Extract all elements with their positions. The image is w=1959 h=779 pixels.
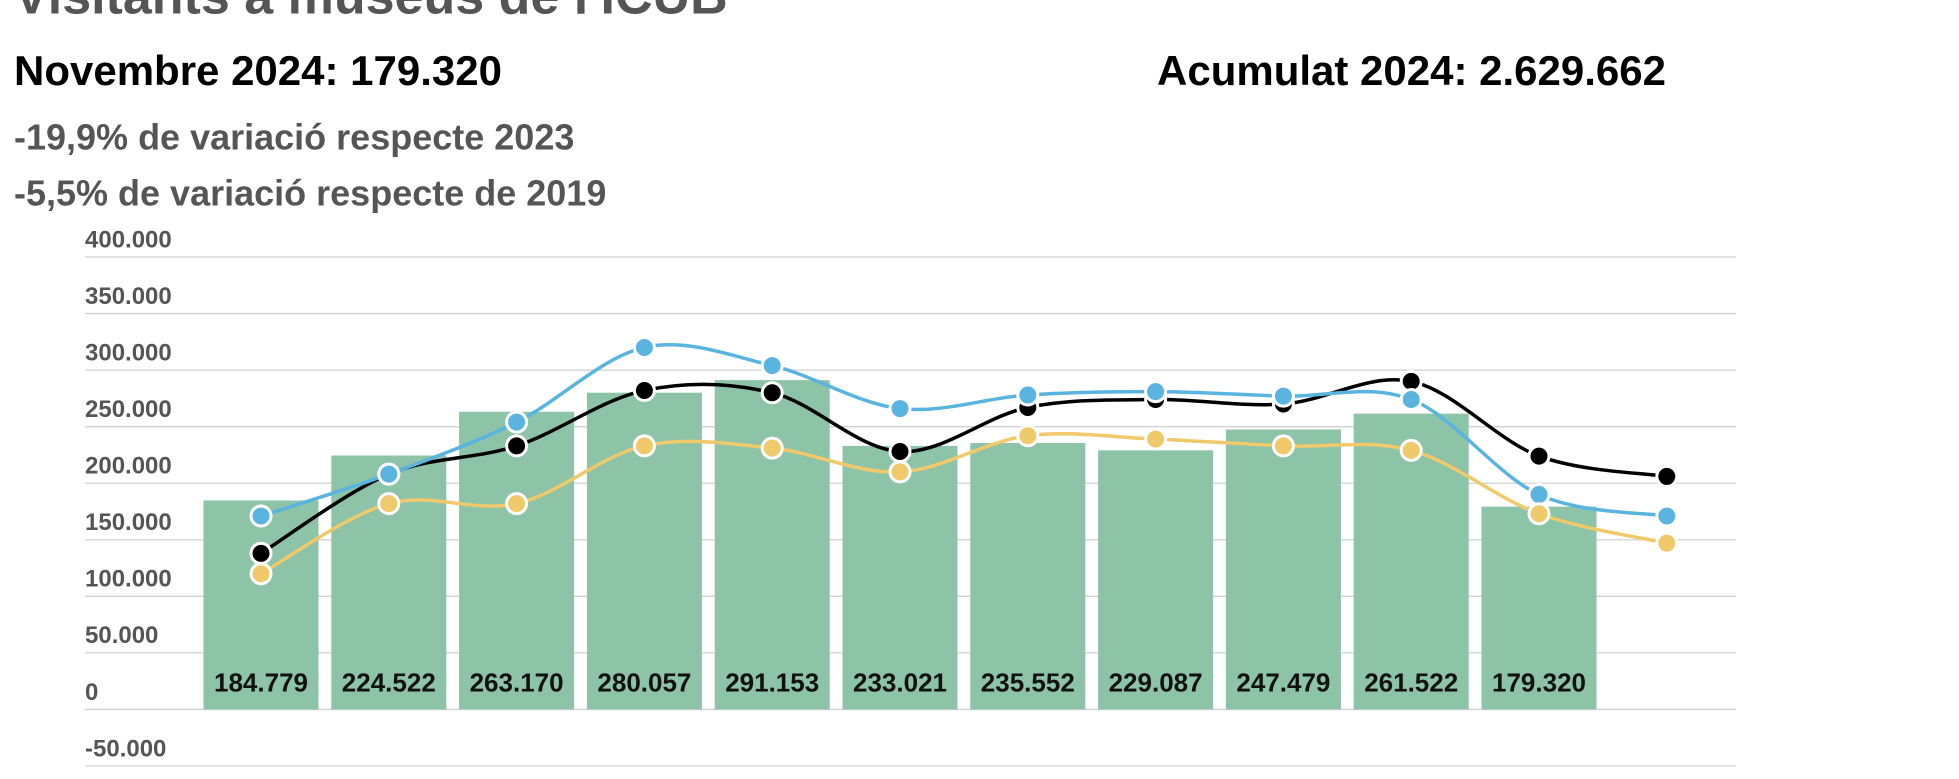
point bbox=[888, 397, 912, 421]
point bbox=[1527, 502, 1551, 526]
point bbox=[888, 460, 912, 484]
point bbox=[1144, 427, 1168, 451]
point bbox=[377, 462, 401, 486]
point bbox=[1016, 424, 1040, 448]
y-tick-label: 350.000 bbox=[85, 283, 172, 310]
value-label: 184.779 bbox=[214, 667, 308, 697]
point bbox=[1655, 504, 1679, 528]
point bbox=[632, 335, 656, 359]
point bbox=[760, 436, 784, 460]
point bbox=[377, 492, 401, 516]
headline-left: Novembre 2024: 179.320 bbox=[14, 47, 502, 94]
bar bbox=[1098, 450, 1214, 710]
point bbox=[249, 541, 273, 565]
bar bbox=[714, 380, 830, 710]
value-label: 263.170 bbox=[470, 667, 564, 697]
point bbox=[1655, 531, 1679, 555]
y-tick-label: 0 bbox=[85, 679, 98, 706]
line bbox=[260, 343, 1668, 518]
point bbox=[1016, 383, 1040, 407]
point bbox=[1527, 444, 1551, 468]
bar bbox=[842, 445, 958, 710]
y-tick-label: 50.000 bbox=[85, 622, 158, 649]
chart-title: Visitants a museus de l'ICUB* bbox=[14, 0, 749, 26]
bar bbox=[203, 500, 319, 710]
headline-right: Acumulat 2024: 2.629.662 bbox=[1157, 47, 1666, 94]
point bbox=[632, 378, 656, 402]
y-tick-label: 100.000 bbox=[85, 566, 172, 593]
value-label: 261.522 bbox=[1364, 667, 1458, 697]
y-tick-label: -50.000 bbox=[85, 735, 166, 762]
bar bbox=[1353, 413, 1469, 710]
y-tick-label: 400.000 bbox=[85, 226, 172, 253]
point bbox=[505, 492, 529, 516]
bar bbox=[459, 411, 575, 710]
value-label: 233.021 bbox=[853, 667, 947, 697]
bar bbox=[1481, 506, 1597, 710]
value-label: 235.552 bbox=[981, 667, 1075, 697]
line bbox=[260, 431, 1668, 576]
point bbox=[1527, 483, 1551, 507]
note: -19,9% de variació respecte 2023 bbox=[14, 117, 574, 158]
value-label: 224.522 bbox=[342, 667, 436, 697]
point bbox=[1655, 464, 1679, 488]
value-label: 229.087 bbox=[1109, 667, 1203, 697]
point bbox=[760, 381, 784, 405]
point bbox=[1271, 384, 1295, 408]
bar bbox=[1225, 429, 1341, 710]
point bbox=[1399, 438, 1423, 462]
point bbox=[888, 440, 912, 464]
y-tick-label: 300.000 bbox=[85, 339, 172, 366]
point bbox=[505, 434, 529, 458]
note: -5,5% de variació respecte de 2019 bbox=[14, 173, 606, 214]
y-tick-label: 150.000 bbox=[85, 509, 172, 536]
point bbox=[760, 354, 784, 378]
bar bbox=[970, 443, 1086, 710]
value-label: 247.479 bbox=[1236, 667, 1330, 697]
point bbox=[249, 504, 273, 528]
point bbox=[1144, 380, 1168, 404]
value-label: 280.057 bbox=[597, 667, 691, 697]
point bbox=[249, 562, 273, 586]
y-tick-label: 200.000 bbox=[85, 453, 172, 480]
value-label: 179.320 bbox=[1492, 667, 1586, 697]
point bbox=[1271, 434, 1295, 458]
point bbox=[632, 434, 656, 458]
point bbox=[505, 410, 529, 434]
y-tick-label: 250.000 bbox=[85, 396, 172, 423]
point bbox=[1399, 388, 1423, 412]
value-label: 291.153 bbox=[725, 667, 819, 697]
line bbox=[260, 378, 1668, 555]
